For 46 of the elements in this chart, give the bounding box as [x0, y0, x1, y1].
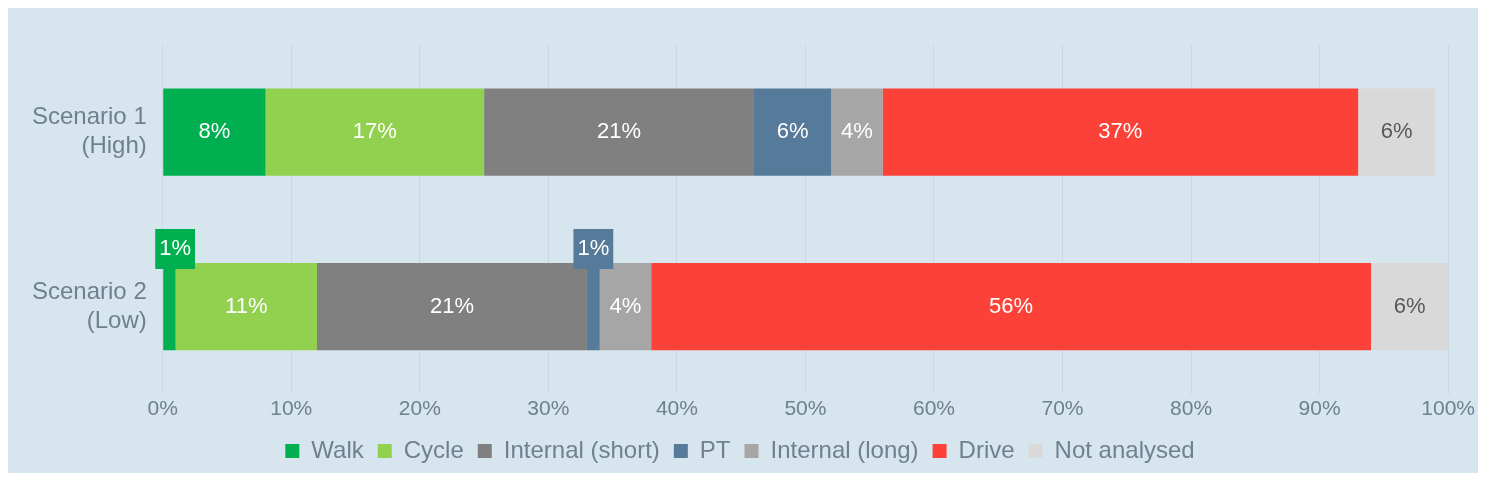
data-label: 11%: [225, 292, 268, 318]
bar: [1371, 262, 1449, 351]
x-tick-label: 90%: [1298, 396, 1341, 420]
bar: [882, 88, 1359, 176]
data-label: 6%: [1380, 118, 1413, 144]
x-tick-label: 20%: [398, 396, 441, 420]
legend-label: Not analysed: [1054, 435, 1195, 463]
x-tick-label: 60%: [912, 396, 955, 420]
y-tick-label: Scenario 1 (High): [31, 102, 147, 159]
data-label: 37%: [1098, 118, 1143, 144]
legend-label: Internal (long): [770, 435, 919, 463]
bar: [651, 262, 1372, 351]
x-tick-label: 70%: [1041, 396, 1084, 420]
bar: [265, 88, 485, 176]
x-tick-label: 100%: [1421, 396, 1475, 420]
legend-label: PT: [699, 435, 731, 463]
x-tick-label: 10%: [270, 396, 313, 420]
data-label: 21%: [429, 292, 474, 318]
data-label: 4%: [840, 118, 873, 144]
data-label: 6%: [1393, 292, 1426, 318]
data-label: 1%: [577, 234, 610, 260]
legend-label: Walk: [311, 435, 365, 463]
data-label: 8%: [198, 118, 231, 144]
data-label: 56%: [989, 292, 1034, 318]
y-tick-label: Scenario 2 (Low): [31, 276, 147, 333]
legend-label: Cycle: [403, 435, 464, 463]
data-label: 1%: [159, 234, 192, 260]
x-tick-label: 0%: [147, 396, 178, 420]
x-tick-label: 30%: [527, 396, 570, 420]
data-label: 17%: [352, 118, 397, 144]
bar: [175, 262, 317, 351]
bar: [831, 88, 883, 176]
legend-label: Internal (short): [503, 435, 660, 463]
bar: [163, 88, 266, 176]
data-label: 6%: [776, 118, 809, 144]
bar: [754, 88, 832, 176]
x-tick-label: 40%: [655, 396, 698, 420]
data-label: 4%: [609, 292, 642, 318]
legend-label: Drive: [958, 435, 1015, 463]
data-label: 21%: [597, 118, 642, 144]
x-tick-label: 80%: [1170, 396, 1213, 420]
bar: [1358, 88, 1436, 176]
bar: [484, 88, 755, 176]
bar: [599, 262, 652, 351]
bar: [316, 262, 587, 351]
x-tick-label: 50%: [784, 396, 827, 420]
